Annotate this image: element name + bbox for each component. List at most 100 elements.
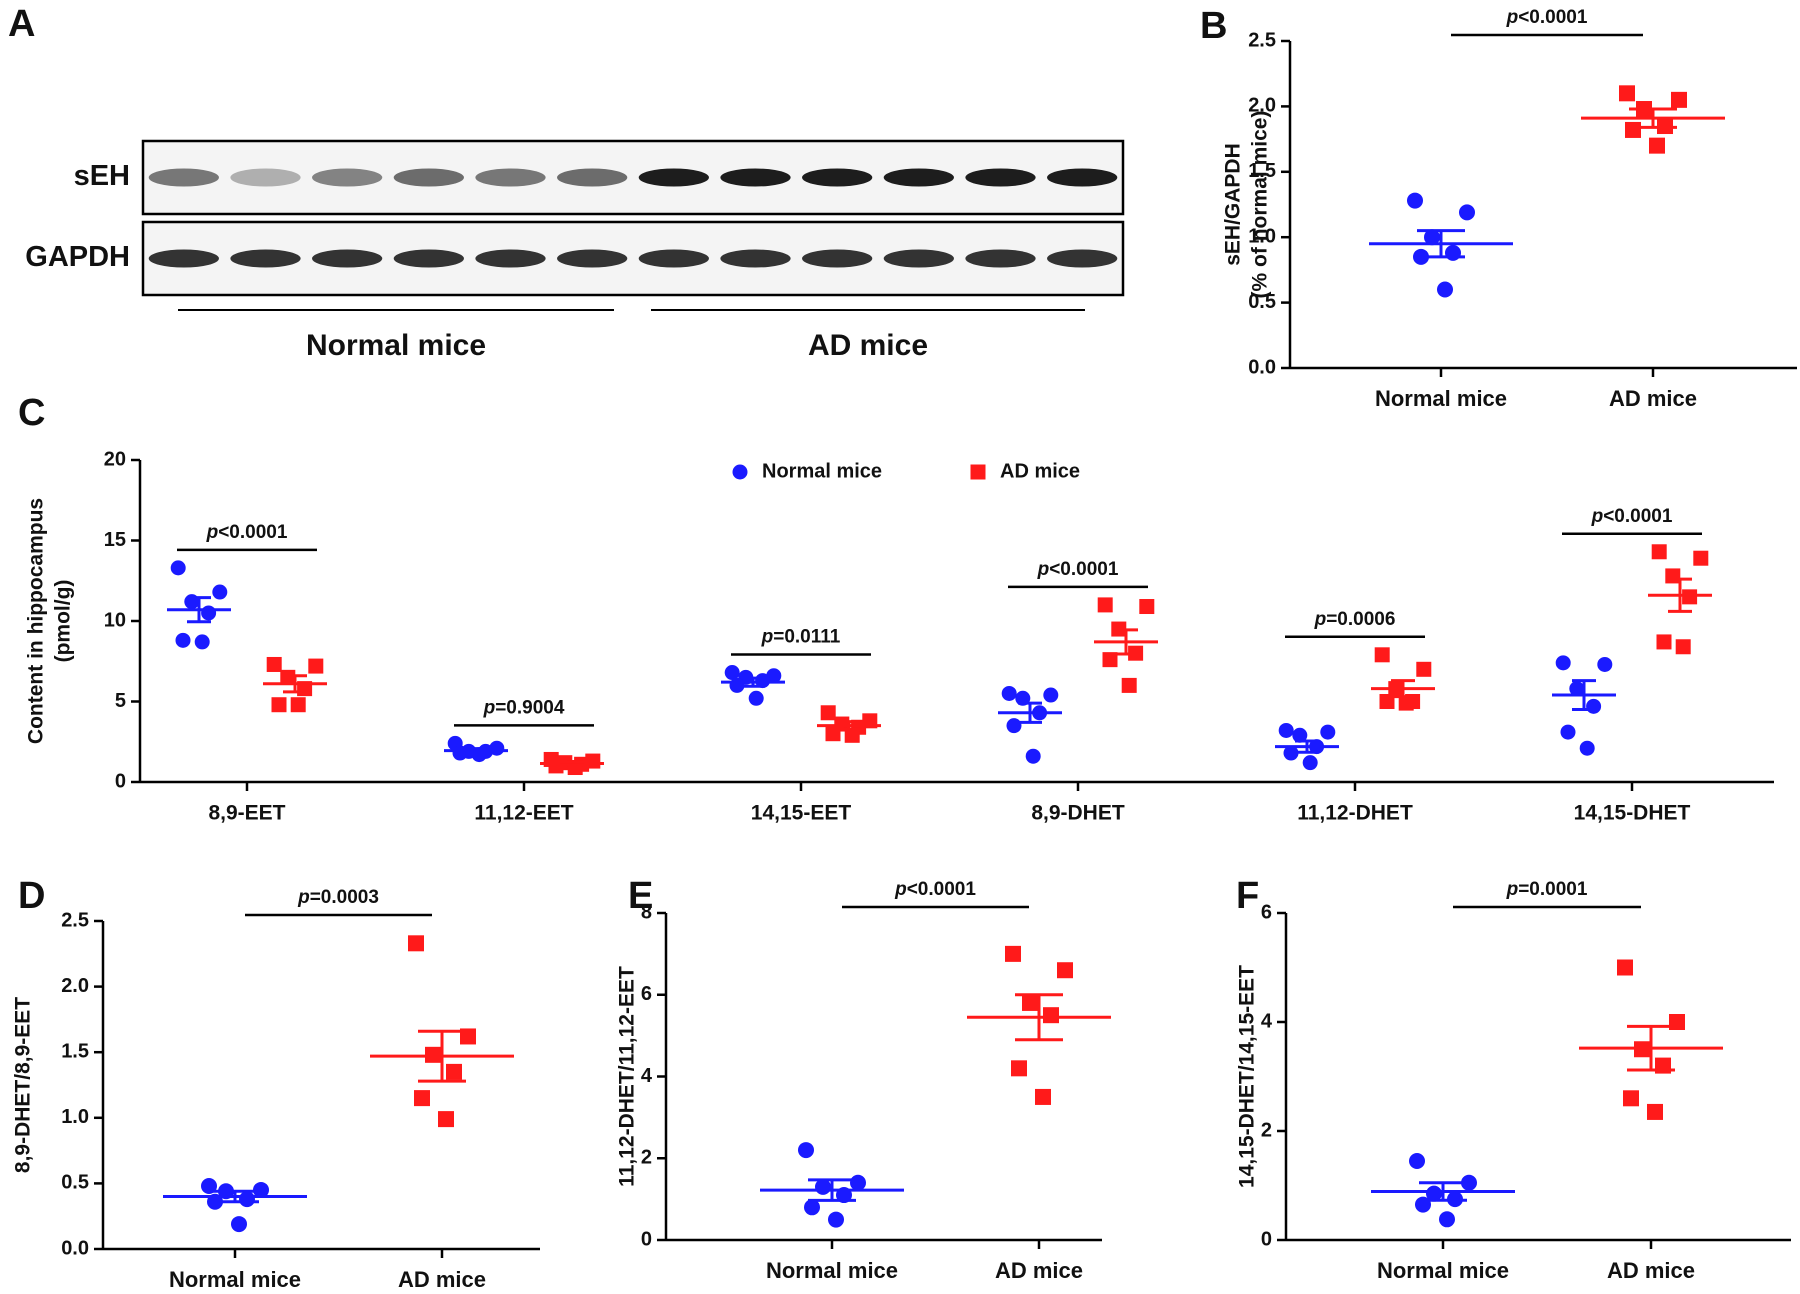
data-point [266, 656, 282, 672]
p-value-label: p<0.0001 [1037, 559, 1119, 580]
blot-band [148, 249, 219, 268]
data-point [844, 727, 860, 743]
y-tick-label: 5 [115, 690, 126, 712]
panel-letter: C [18, 392, 45, 434]
blot-band [883, 168, 954, 187]
y-tick-label: 6 [641, 983, 652, 1005]
x-tick-label: Normal mice [1377, 1258, 1509, 1283]
y-tick-label: 0 [115, 770, 126, 792]
data-point [239, 1191, 255, 1208]
y-axis-label: (% of normal mice) [1249, 111, 1272, 299]
data-point [1625, 121, 1641, 138]
y-tick-label: 2.5 [61, 909, 89, 931]
panel-letter: E [628, 875, 653, 917]
data-point [170, 560, 186, 576]
blot-band [557, 168, 628, 187]
data-point [290, 697, 306, 713]
y-axis-label: 8,9-DHET/8,9-EET [12, 997, 35, 1173]
data-point [1025, 748, 1041, 764]
y-axis-label: Content in hippocampus [25, 498, 48, 744]
data-point [1006, 718, 1022, 734]
data-point [1011, 1060, 1027, 1077]
data-point [766, 668, 782, 684]
data-point [1619, 85, 1635, 102]
blot-band [802, 249, 873, 268]
data-point [194, 634, 210, 650]
y-axis-label: sEH/GAPDH [1222, 143, 1245, 266]
blot-band [312, 249, 383, 268]
data-point [828, 1211, 844, 1228]
blot-band [393, 249, 464, 268]
legend-marker [732, 464, 748, 480]
x-tick-label: Normal mice [169, 1267, 301, 1292]
blot-band [965, 249, 1036, 268]
y-tick-label: 15 [104, 529, 126, 551]
x-tick-label: Normal mice [1375, 386, 1507, 411]
data-point [1439, 1211, 1455, 1228]
y-tick-label: 0 [1261, 1228, 1272, 1250]
blot-band [148, 168, 219, 187]
blot-frame [141, 139, 1125, 216]
p-value-label: p=0.0006 [1314, 609, 1396, 630]
data-point [1426, 1185, 1442, 1202]
data-point [825, 726, 841, 742]
data-point [748, 690, 764, 706]
x-tick-label: 8,9-EET [208, 802, 285, 825]
blot-band [883, 249, 954, 268]
data-point [1005, 945, 1021, 962]
p-value-label: p=0.0001 [1506, 879, 1588, 900]
p-value-label: p=0.0111 [761, 627, 841, 648]
panel-letter: D [18, 875, 45, 917]
data-point [798, 1142, 814, 1159]
data-point [1278, 722, 1294, 738]
blot-row-label: sEH [74, 160, 130, 192]
p-value-label: p<0.0001 [894, 879, 976, 900]
group-label: Normal mice [306, 329, 486, 362]
p-value-label: p=0.9004 [483, 697, 565, 718]
y-tick-label: 8 [641, 901, 652, 923]
data-point [1555, 655, 1571, 671]
data-point [271, 697, 287, 713]
legend-label: AD mice [1000, 460, 1080, 482]
data-point [1035, 1088, 1051, 1105]
y-axis-label: 11,12-DHET/11,12-EET [616, 966, 639, 1187]
data-point [280, 669, 296, 685]
data-point [1586, 698, 1602, 714]
y-tick-label: 2.0 [61, 975, 89, 997]
data-point [804, 1199, 820, 1216]
data-point [212, 584, 228, 600]
y-axis-label: (pmol/g) [52, 580, 75, 663]
data-point [1097, 597, 1113, 613]
y-tick-label: 4 [1261, 1010, 1273, 1032]
data-point [1121, 677, 1137, 693]
x-tick-label: 8,9-DHET [1031, 802, 1125, 825]
data-point [1461, 1174, 1477, 1191]
data-point [1437, 281, 1453, 298]
data-point [1424, 229, 1440, 246]
data-point [1320, 724, 1336, 740]
legend-label: Normal mice [762, 460, 882, 482]
blot-band [1047, 249, 1118, 268]
y-tick-label: 1.0 [61, 1106, 89, 1128]
blot-band [1047, 168, 1118, 187]
data-point [201, 605, 217, 621]
data-point [1656, 634, 1672, 650]
data-point [1001, 685, 1017, 701]
p-value-label: p=0.0003 [297, 887, 379, 908]
data-point [175, 632, 191, 648]
y-tick-label: 6 [1261, 901, 1272, 923]
blot-band [965, 168, 1036, 187]
y-tick-label: 0 [641, 1228, 652, 1250]
data-point [1283, 745, 1299, 761]
x-tick-label: 14,15-EET [751, 802, 852, 825]
blot-band [393, 168, 464, 187]
data-point [1374, 647, 1390, 663]
data-point [1139, 599, 1155, 615]
y-tick-label: 2.0 [1248, 95, 1276, 117]
y-tick-label: 4 [641, 1065, 653, 1087]
legend-marker [970, 464, 986, 480]
y-tick-label: 20 [104, 448, 126, 470]
data-point [1623, 1090, 1639, 1107]
data-point [1043, 1007, 1059, 1024]
